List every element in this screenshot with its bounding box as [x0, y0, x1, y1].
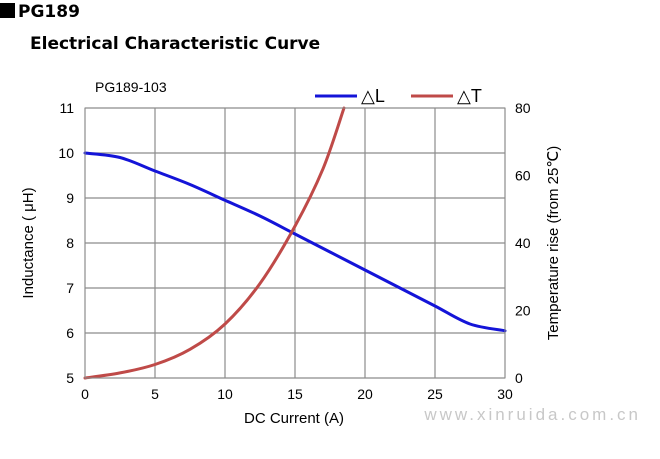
y-tick-label: 7: [66, 280, 74, 296]
x-tick-label: 0: [81, 386, 89, 402]
grid-lines: [84, 107, 506, 379]
part-number-heading: PG189: [0, 2, 80, 22]
y-tick-label: 9: [66, 190, 74, 206]
y2-tick-label: 20: [515, 303, 531, 319]
y-axis-label: Inductance ( μH): [20, 187, 37, 298]
series-lines: [83, 106, 507, 380]
curve-heading: Electrical Characteristic Curve: [30, 34, 321, 54]
y-tick-label: 6: [66, 325, 74, 341]
series-line: [83, 151, 507, 333]
y2-tick-label: 80: [515, 100, 531, 116]
black-square-icon: [0, 3, 15, 18]
x-tick-label: 30: [497, 386, 513, 402]
x-tick-label: 10: [217, 386, 233, 402]
y-tick-label: 10: [58, 145, 74, 161]
x-tick-label: 5: [151, 386, 159, 402]
x-tick-label: 15: [287, 386, 303, 402]
x-axis-label: DC Current (A): [244, 410, 344, 427]
y2-axis-label: Temperature rise (from 25℃): [545, 146, 562, 340]
x-tick-label: 20: [357, 386, 373, 402]
y-tick-label: 5: [66, 370, 74, 386]
chart-title: PG189-103: [95, 79, 167, 95]
part-number: PG189: [18, 2, 80, 22]
legend-label-delta-t: △T: [457, 86, 482, 106]
x-tick-label: 25: [427, 386, 443, 402]
legend: △L △T: [315, 86, 482, 106]
watermark: www.xinruida.com.cn: [423, 405, 641, 424]
legend-label-delta-l: △L: [361, 86, 385, 106]
plot-frame: [84, 107, 506, 379]
series-line: [83, 106, 346, 380]
y2-tick-label: 60: [515, 168, 531, 184]
y-tick-label: 11: [59, 100, 74, 116]
y2-tick-label: 40: [515, 235, 531, 251]
y-tick-label: 8: [66, 235, 74, 251]
y2-tick-label: 0: [515, 370, 523, 386]
